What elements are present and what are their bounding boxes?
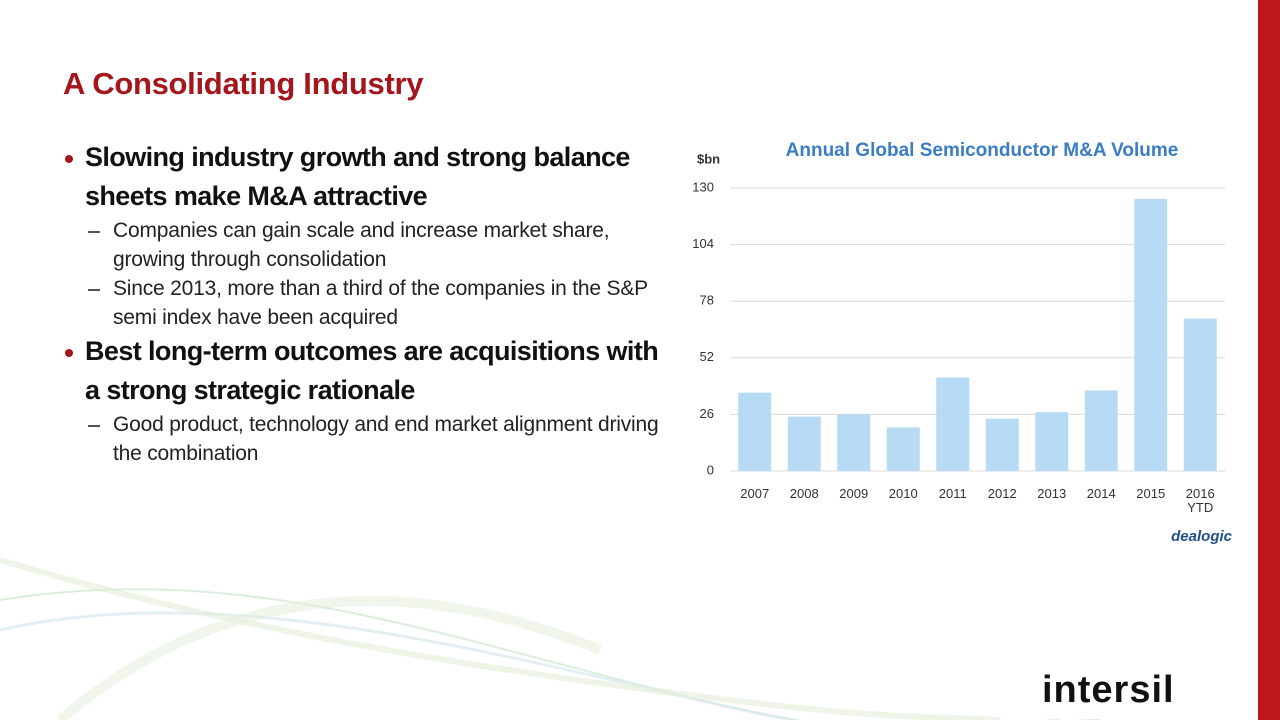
bullet: Best long-term outcomes are acquisitions… <box>62 332 662 410</box>
x-tick-label: 2013 <box>1037 486 1067 501</box>
logo: intersil <box>1042 669 1175 711</box>
x-tick-label: 2014 <box>1086 486 1116 501</box>
chart-title: Annual Global Semiconductor M&A Volume <box>786 140 1179 161</box>
y-tick-label: 52 <box>700 349 714 364</box>
sub-bullet: Since 2013, more than a third of the com… <box>62 274 662 332</box>
slide-title: A Consolidating Industry <box>63 66 424 101</box>
y-tick-label: 0 <box>707 462 714 477</box>
bar <box>1035 412 1069 471</box>
x-tick-label: 2012 <box>987 486 1017 501</box>
swirl <box>0 557 1001 720</box>
bar <box>837 414 871 471</box>
bar <box>1134 198 1168 471</box>
y-tick-label: 26 <box>700 406 714 421</box>
bar <box>886 427 920 471</box>
x-tick-label: 2007 <box>740 486 770 501</box>
x-tick-label: 2011 <box>938 486 967 501</box>
bar <box>985 418 1019 471</box>
x-tick-label: 2008 <box>789 486 819 501</box>
bullet: Slowing industry growth and strong balan… <box>62 138 662 216</box>
x-tick-label: 2015 <box>1136 486 1166 501</box>
y-tick-label: 78 <box>700 293 714 308</box>
x-tick-label: 2016 YTD <box>1185 486 1215 515</box>
sub-bullet: Companies can gain scale and increase ma… <box>62 216 662 274</box>
bullet-list: Slowing industry growth and strong balan… <box>62 138 662 468</box>
swirl <box>56 596 602 720</box>
bar <box>738 392 772 471</box>
bar <box>936 377 970 471</box>
side-strip <box>1258 0 1280 720</box>
x-tick-label: 2010 <box>888 486 918 501</box>
y-tick-label: 104 <box>692 236 714 251</box>
bar <box>1183 318 1217 471</box>
x-tick-label: 2009 <box>839 486 869 501</box>
bar <box>1084 390 1118 471</box>
y-axis-label: $bn <box>697 151 720 166</box>
sub-bullet: Good product, technology and end market … <box>62 410 662 468</box>
bar <box>787 416 821 471</box>
source: dealogic <box>1171 528 1233 545</box>
y-tick-label: 130 <box>692 179 714 194</box>
